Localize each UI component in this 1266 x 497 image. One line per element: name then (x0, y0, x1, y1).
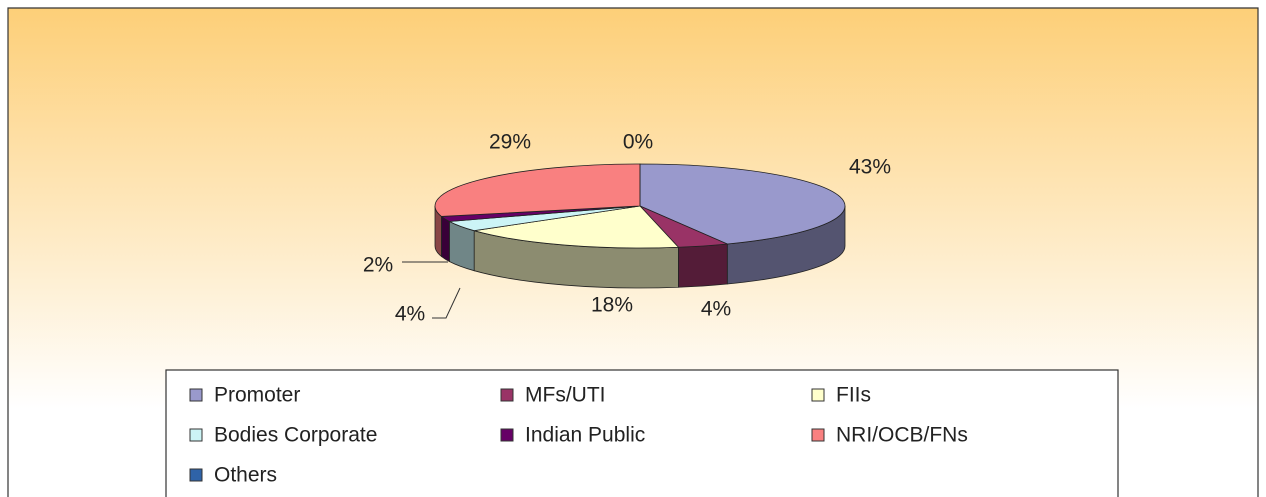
data-label: 43% (849, 156, 891, 179)
slice (474, 205, 680, 249)
legend-label: MFs/UTI (525, 384, 605, 407)
legend-swatch (189, 428, 203, 442)
legend-swatch (500, 428, 514, 442)
slice (639, 163, 846, 245)
data-label: 4% (701, 298, 731, 321)
legend-label: Indian Public (525, 424, 645, 447)
legend-label: Promoter (214, 384, 300, 407)
pie (434, 163, 846, 289)
legend-label: Bodies Corporate (214, 424, 377, 447)
data-label: 29% (489, 131, 531, 154)
data-label: 2% (363, 254, 393, 277)
slice-side (441, 215, 450, 263)
legend (165, 369, 1119, 497)
data-label: 18% (591, 294, 633, 317)
legend-label: Others (214, 464, 277, 487)
data-label: 0% (623, 131, 653, 154)
data-label: 4% (395, 303, 425, 326)
legend-swatch (189, 468, 203, 482)
legend-swatch (189, 388, 203, 402)
leader-line (432, 287, 461, 319)
legend-swatch (811, 428, 825, 442)
legend-label: NRI/OCB/FNs (836, 424, 968, 447)
legend-swatch (811, 388, 825, 402)
legend-label: FIIs (836, 384, 871, 407)
slice-side (678, 243, 728, 288)
slice (434, 163, 641, 217)
legend-swatch (500, 388, 514, 402)
chart-frame (7, 7, 1259, 497)
